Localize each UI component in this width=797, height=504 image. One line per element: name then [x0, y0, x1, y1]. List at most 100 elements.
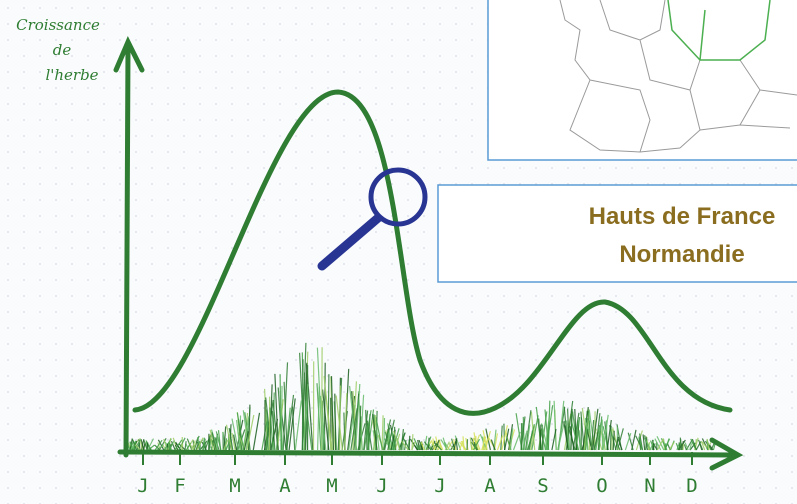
grass-blade: [446, 441, 453, 451]
grass-blade: [139, 437, 143, 451]
grass-blade: [366, 420, 373, 451]
grass-blade: [223, 439, 229, 451]
grass-blade: [154, 439, 163, 451]
grass-blade: [215, 431, 222, 451]
grass-blade: [482, 436, 485, 451]
grass-blade: [551, 428, 557, 451]
grass-blade: [709, 444, 714, 451]
grass-blade: [602, 414, 609, 451]
growth-curve: [132, 89, 733, 416]
grass-blade: [539, 424, 542, 451]
grass-blade: [243, 431, 249, 451]
grass-blade: [228, 427, 234, 451]
grass-blade: [233, 434, 237, 451]
grass-blade: [174, 439, 183, 451]
grass-blade: [129, 441, 134, 451]
grass-blade: [131, 439, 138, 451]
grass-blade: [288, 398, 296, 451]
grass-blade: [236, 420, 241, 451]
grass-blade: [656, 436, 665, 451]
grass-blade: [271, 410, 276, 451]
grass-blade: [344, 393, 348, 451]
grass-blade: [134, 444, 141, 451]
grass-blade: [520, 416, 526, 451]
grass-blade: [540, 423, 549, 451]
grass-blade: [359, 394, 365, 451]
grass-blade: [236, 412, 245, 451]
grass-blade: [656, 438, 664, 451]
grass-blade: [246, 414, 255, 451]
grass-blade: [490, 439, 496, 451]
grass-blade: [582, 407, 589, 451]
grass-blade: [527, 423, 535, 451]
grass-blade: [363, 410, 372, 451]
grass-blade: [689, 443, 693, 451]
grass-blade: [163, 438, 168, 451]
grass-blade: [541, 411, 548, 451]
grass-blade: [482, 430, 488, 451]
grass-blade: [387, 419, 395, 451]
month-label: J: [434, 475, 445, 497]
grass-blade: [529, 425, 536, 451]
grass-blade: [453, 438, 458, 451]
grass-blade: [252, 412, 261, 451]
grass-blade: [301, 342, 307, 451]
grass-blade: [269, 407, 274, 451]
grass-blade: [184, 441, 187, 451]
grass-blade: [202, 438, 206, 451]
grass-blade: [553, 400, 557, 451]
month-label: M: [229, 475, 240, 497]
grass-blade: [440, 439, 448, 451]
axis-label: l'herbe: [45, 66, 98, 84]
grass-blade: [476, 440, 481, 451]
grass-blade: [282, 362, 289, 451]
grass-blade: [644, 435, 649, 451]
grass-blade: [272, 402, 279, 451]
grass-blade: [509, 428, 514, 451]
grass-blade: [202, 437, 205, 451]
grass-blade: [193, 435, 200, 451]
grass-blade: [612, 430, 615, 451]
grass-blade: [169, 443, 173, 451]
grass-blade: [358, 405, 362, 451]
grass-blade: [565, 400, 574, 451]
grass-blade: [265, 397, 272, 451]
grass-blade: [209, 434, 214, 451]
grass-blade: [484, 430, 491, 451]
grass-blade: [319, 395, 327, 451]
grass-blade: [265, 421, 269, 451]
grass-blade: [375, 416, 383, 451]
grass-blade: [164, 443, 170, 451]
grass-blade: [283, 381, 288, 451]
grass-blade: [434, 442, 443, 451]
grass-blade: [372, 414, 378, 451]
grass-blade: [521, 430, 528, 451]
grass-blade: [303, 384, 309, 451]
grass-blade: [570, 408, 573, 451]
region-box: Hauts de France Normandie: [437, 184, 797, 283]
grass-blade: [638, 436, 644, 451]
grass-blade: [323, 376, 332, 451]
grass-blade: [404, 439, 407, 451]
grass-blade: [145, 440, 152, 451]
grass-blade: [418, 442, 422, 451]
month-label: A: [279, 475, 291, 497]
month-label: J: [376, 475, 387, 497]
grass-blade: [291, 406, 296, 451]
grass-blade: [211, 432, 217, 451]
month-label: F: [174, 475, 185, 497]
grass-blade: [420, 441, 425, 451]
region-name: Normandie: [619, 241, 744, 268]
grass-blade: [231, 418, 239, 451]
grass-blade: [606, 419, 612, 451]
month-label: A: [484, 475, 496, 497]
grass-blade: [280, 407, 284, 451]
grass-blade: [190, 440, 196, 451]
grass-blade: [544, 409, 550, 451]
grass-blade: [697, 439, 704, 451]
month-label: D: [686, 475, 697, 497]
grass-blade: [496, 435, 504, 451]
axis-label: de: [53, 41, 72, 59]
